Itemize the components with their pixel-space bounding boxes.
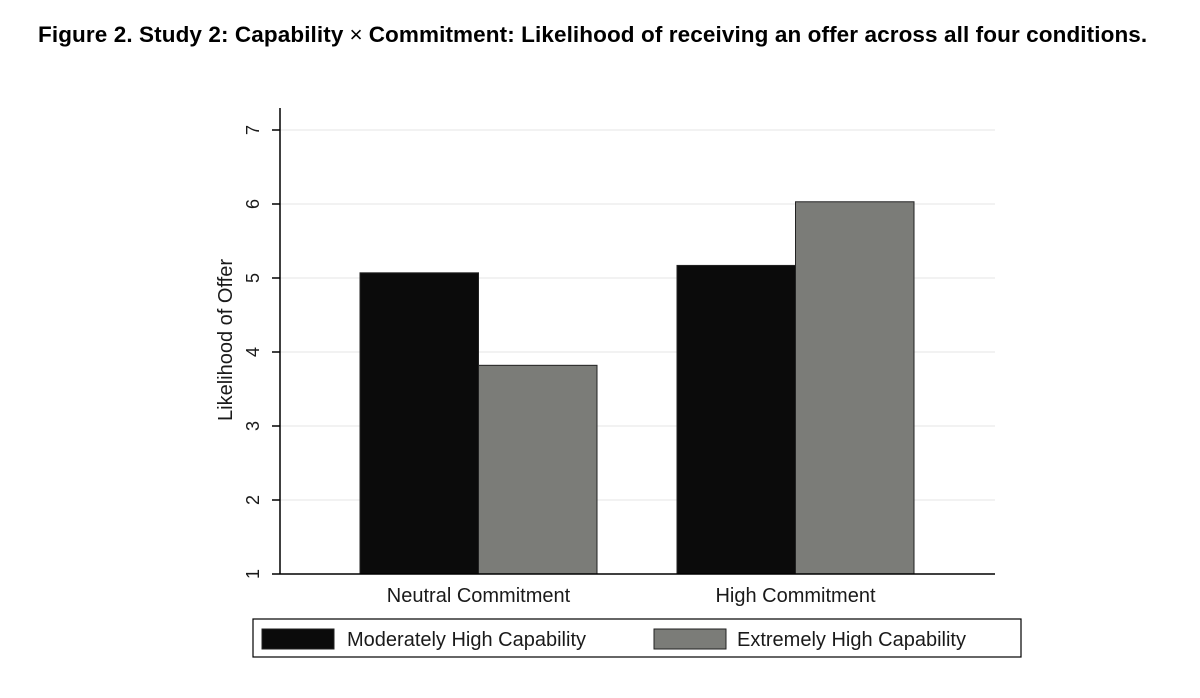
legend-items: Moderately High Capability Extremely High… <box>261 628 966 651</box>
x-axis-labels: Neutral Commitment High Commitment <box>387 585 876 607</box>
legend-frame <box>252 618 1022 658</box>
x-tick-label: High Commitment <box>715 585 875 607</box>
y-tick-label: 2 <box>243 495 263 505</box>
y-axis-ticks: 1 2 3 4 5 6 7 <box>243 125 280 579</box>
x-tick-label: Neutral Commitment <box>387 585 571 607</box>
figure-title: Figure 2. Study 2: Capability × Commitment… <box>38 20 1178 50</box>
y-tick-label: 7 <box>243 125 263 135</box>
times-symbol: × <box>349 22 363 47</box>
legend-swatch <box>261 628 335 650</box>
figure-title-part1: Figure 2. Study 2: Capability <box>38 22 344 47</box>
axes <box>279 108 995 575</box>
legend-swatch <box>653 628 727 650</box>
bar <box>795 201 915 575</box>
legend: Moderately High Capability Extremely High… <box>252 618 1022 658</box>
legend-label: Extremely High Capability <box>737 629 966 651</box>
y-tick-label: 4 <box>243 347 263 357</box>
bar <box>359 272 479 575</box>
y-tick-label: 5 <box>243 273 263 283</box>
legend-label: Moderately High Capability <box>347 629 586 651</box>
bars <box>359 201 915 575</box>
bar <box>676 264 796 575</box>
y-tick-label: 1 <box>243 569 263 579</box>
bar <box>478 364 598 575</box>
y-tick-label: 3 <box>243 421 263 431</box>
y-axis-title: Likelihood of Offer <box>215 259 237 421</box>
figure-title-part2: Commitment: Likelihood of receiving an o… <box>368 22 1148 47</box>
y-tick-label: 6 <box>243 199 263 209</box>
